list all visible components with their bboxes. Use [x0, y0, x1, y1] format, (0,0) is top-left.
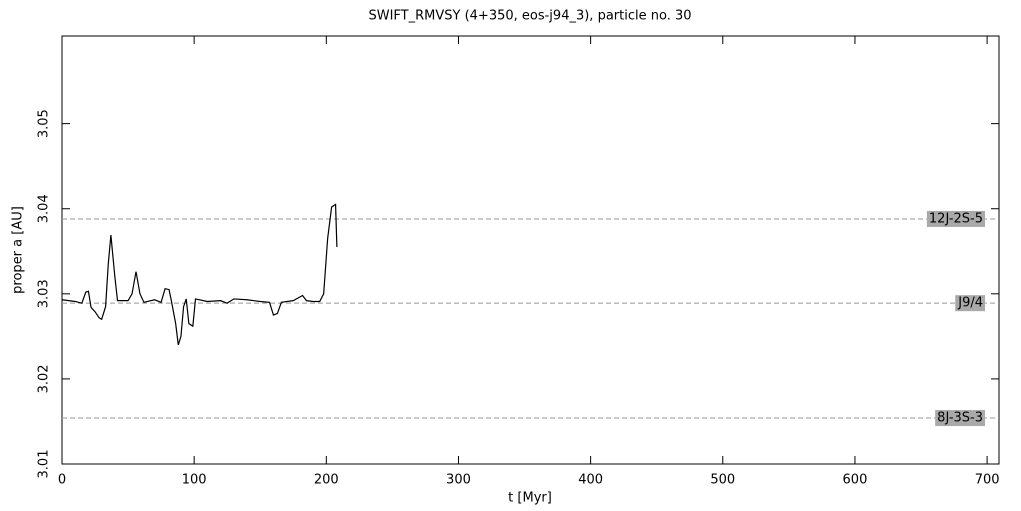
- y-tick-label: 3.05: [37, 109, 52, 138]
- x-tick-label: 300: [446, 473, 471, 488]
- resonance-label: 12J-2S-5: [929, 211, 983, 226]
- data-line: [61, 203, 338, 346]
- resonance-label: J9/4: [957, 296, 983, 311]
- x-axis-label: t [Myr]: [508, 491, 552, 506]
- resonance-label-box: [935, 410, 985, 427]
- y-tick-label: 3.02: [37, 364, 52, 393]
- x-tick-label: 600: [843, 473, 868, 488]
- chart-title: SWIFT_RMVSY (4+350, eos-j94_3), particle…: [368, 9, 691, 24]
- x-tick-label: 100: [182, 473, 207, 488]
- y-tick-label: 3.01: [37, 450, 52, 479]
- x-tick-label: 0: [58, 473, 66, 488]
- y-tick-label: 3.03: [37, 279, 52, 308]
- plot-frame: [61, 35, 1000, 465]
- y-axis-label: proper a [AU]: [11, 206, 26, 294]
- x-tick-label: 500: [710, 473, 735, 488]
- resonance-label-box: [955, 295, 985, 312]
- y-tick-label: 3.04: [37, 194, 52, 223]
- x-tick-label: 200: [314, 473, 339, 488]
- x-tick-label: 400: [578, 473, 603, 488]
- x-tick-label: 700: [975, 473, 1000, 488]
- resonance-label: 8J-3S-3: [937, 411, 983, 426]
- resonance-label-box: [926, 210, 985, 227]
